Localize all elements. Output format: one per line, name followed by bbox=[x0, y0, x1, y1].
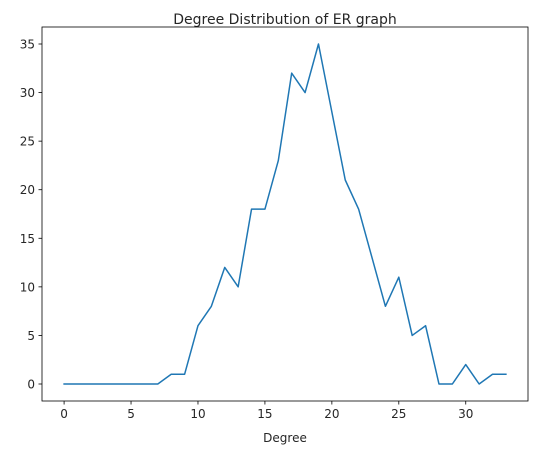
x-tick-label: 20 bbox=[324, 407, 339, 421]
y-tick-label: 35 bbox=[20, 38, 35, 52]
x-tick-label: 15 bbox=[257, 407, 272, 421]
x-tick-label: 30 bbox=[458, 407, 473, 421]
x-tick-label: 25 bbox=[391, 407, 406, 421]
x-tick-label: 0 bbox=[60, 407, 68, 421]
y-tick-label: 25 bbox=[20, 135, 35, 149]
y-tick-label: 5 bbox=[27, 329, 35, 343]
x-axis-ticks: 0 5 10 15 20 25 30 bbox=[60, 401, 473, 421]
plot-area bbox=[63, 43, 507, 385]
x-tick-label: 5 bbox=[127, 407, 135, 421]
plot-frame bbox=[41, 26, 529, 402]
series-line bbox=[63, 43, 507, 385]
y-tick-label: 0 bbox=[27, 378, 35, 392]
x-tick-label: 10 bbox=[190, 407, 205, 421]
y-tick-label: 30 bbox=[20, 86, 35, 100]
y-tick-label: 20 bbox=[20, 183, 35, 197]
x-axis-label: Degree bbox=[263, 431, 307, 445]
chart-title: Degree Distribution of ER graph bbox=[173, 12, 396, 28]
y-axis-ticks: 0 5 10 15 20 25 30 35 bbox=[20, 38, 42, 392]
y-tick-label: 10 bbox=[20, 280, 35, 294]
y-tick-label: 15 bbox=[20, 232, 35, 246]
